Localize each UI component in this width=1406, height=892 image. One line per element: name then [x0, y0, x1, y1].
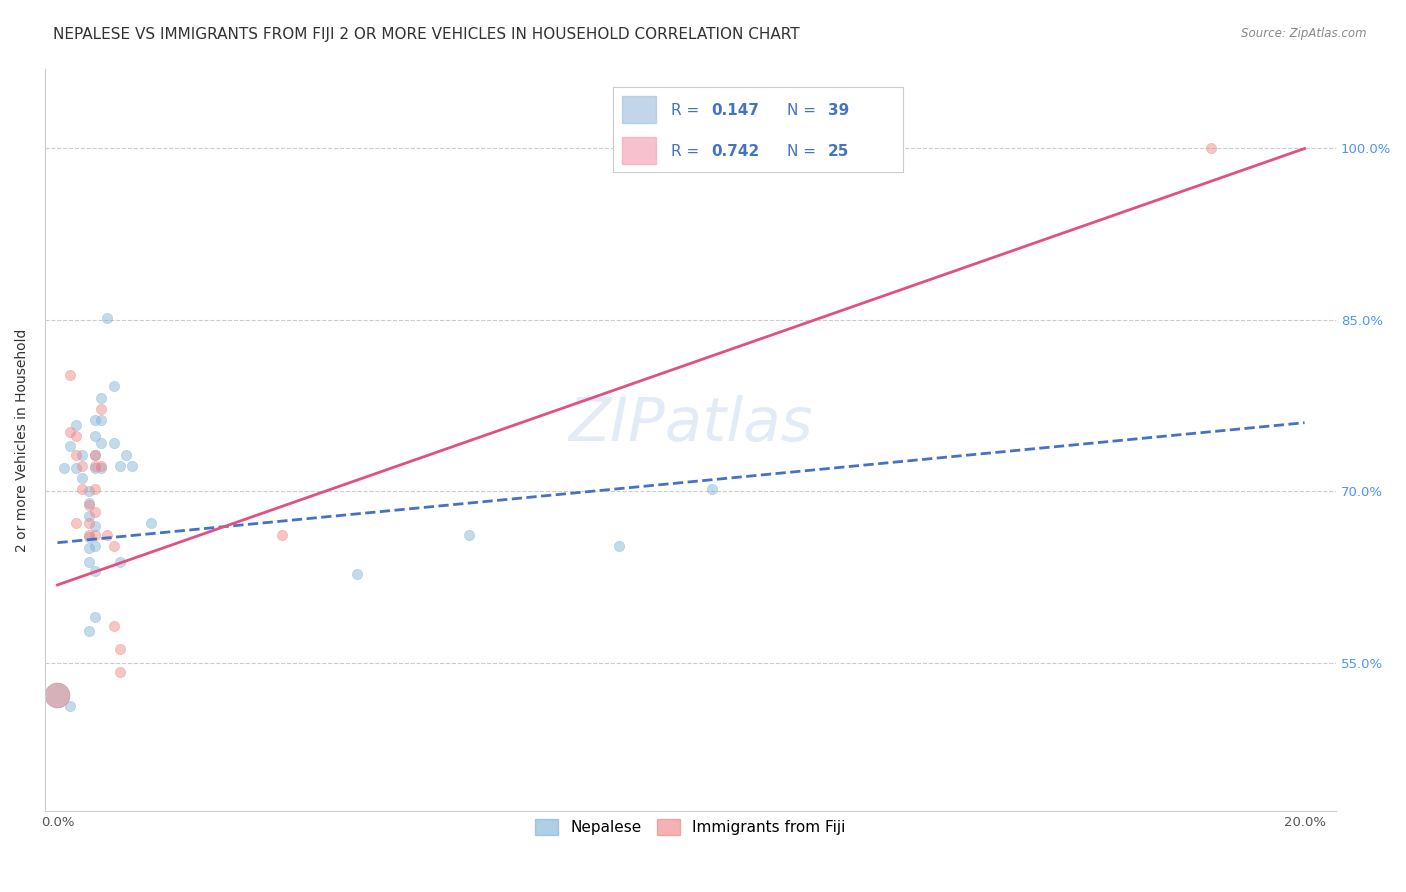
- Point: [83, 448, 105, 462]
- Point: [59, 425, 82, 439]
- Point: [139, 516, 162, 531]
- Point: [458, 527, 481, 541]
- Point: [90, 461, 112, 475]
- Point: [103, 436, 125, 450]
- Point: [83, 461, 105, 475]
- Point: [1199, 141, 1222, 155]
- Point: [103, 379, 125, 393]
- Point: [83, 564, 105, 578]
- Point: [90, 436, 112, 450]
- Legend: Nepalese, Immigrants from Fiji: Nepalese, Immigrants from Fiji: [526, 810, 855, 845]
- Point: [108, 665, 131, 679]
- Point: [65, 429, 87, 443]
- Point: [77, 509, 100, 524]
- Point: [77, 530, 100, 544]
- Text: ZIPatlas: ZIPatlas: [568, 395, 813, 455]
- Y-axis label: 2 or more Vehicles in Household: 2 or more Vehicles in Household: [15, 328, 30, 551]
- Point: [83, 459, 105, 474]
- Point: [96, 527, 118, 541]
- Point: [77, 498, 100, 512]
- Point: [46, 688, 69, 702]
- Point: [65, 448, 87, 462]
- Point: [77, 484, 100, 499]
- Point: [59, 699, 82, 714]
- Point: [96, 310, 118, 325]
- Point: [83, 482, 105, 496]
- Point: [83, 527, 105, 541]
- Point: [346, 566, 368, 581]
- Point: [271, 527, 294, 541]
- Point: [65, 461, 87, 475]
- Point: [65, 516, 87, 531]
- Point: [103, 619, 125, 633]
- Text: Source: ZipAtlas.com: Source: ZipAtlas.com: [1241, 27, 1367, 40]
- Point: [83, 539, 105, 553]
- Point: [83, 610, 105, 624]
- Point: [72, 448, 94, 462]
- Point: [72, 459, 94, 474]
- Point: [77, 541, 100, 556]
- Point: [90, 402, 112, 417]
- Point: [59, 368, 82, 382]
- Point: [108, 555, 131, 569]
- Point: [90, 413, 112, 427]
- Point: [72, 470, 94, 484]
- Point: [77, 527, 100, 541]
- Point: [103, 539, 125, 553]
- Point: [108, 459, 131, 474]
- Point: [83, 413, 105, 427]
- Point: [77, 624, 100, 638]
- Point: [702, 482, 724, 496]
- Point: [90, 391, 112, 405]
- Point: [115, 448, 138, 462]
- Point: [72, 482, 94, 496]
- Point: [83, 448, 105, 462]
- Point: [83, 429, 105, 443]
- Point: [77, 496, 100, 510]
- Text: NEPALESE VS IMMIGRANTS FROM FIJI 2 OR MORE VEHICLES IN HOUSEHOLD CORRELATION CHA: NEPALESE VS IMMIGRANTS FROM FIJI 2 OR MO…: [53, 27, 800, 42]
- Point: [59, 439, 82, 453]
- Point: [83, 505, 105, 519]
- Point: [607, 539, 630, 553]
- Point: [83, 518, 105, 533]
- Point: [108, 642, 131, 657]
- Point: [52, 461, 75, 475]
- Point: [77, 555, 100, 569]
- Point: [77, 516, 100, 531]
- Point: [65, 417, 87, 432]
- Point: [90, 459, 112, 474]
- Point: [121, 459, 143, 474]
- Point: [46, 688, 69, 702]
